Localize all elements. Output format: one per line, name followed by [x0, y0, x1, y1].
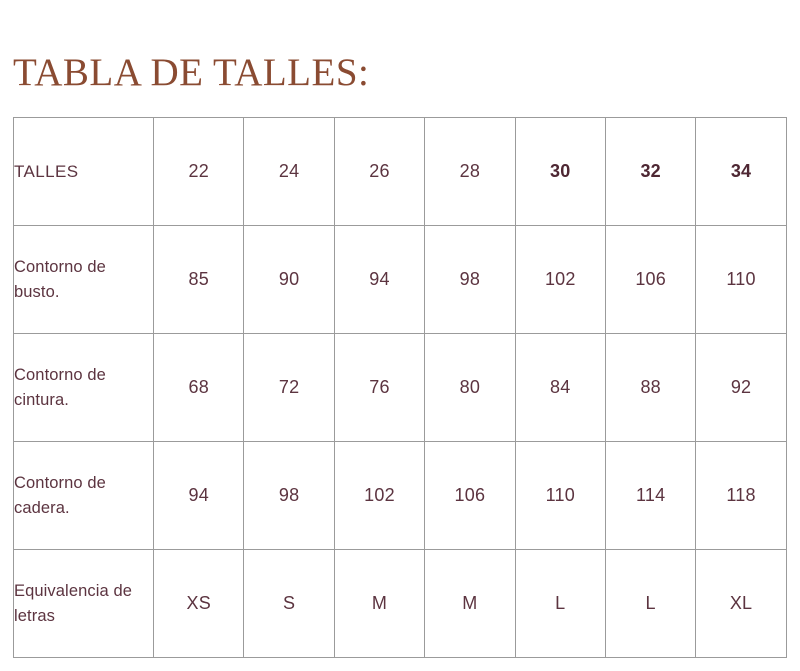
table-cell: 68	[152, 333, 245, 442]
table-row: Contorno de cintura. 68 72 76 80 84 88 92	[13, 333, 787, 442]
row-label: Equivalencia de letras	[13, 549, 154, 658]
table-cell: 34	[695, 117, 787, 226]
size-table-body: TALLES 22 24 26 28 30 32 34 Contorno de busto. 85…	[13, 117, 787, 658]
table-cell: 102	[333, 441, 426, 550]
table-row: Contorno de cadera. 94 98 102 106 110 114 118	[13, 441, 787, 550]
table-cell: 76	[333, 333, 426, 442]
row-label: TALLES	[13, 117, 154, 226]
page-title: TABLA DE TALLES:	[13, 51, 370, 94]
table-cell: 32	[604, 117, 697, 226]
table-row: Equivalencia de letras XS S M M L L XL	[13, 549, 787, 658]
table-cell: L	[514, 549, 606, 658]
table-cell: S	[243, 549, 335, 658]
table-cell: 110	[695, 225, 787, 334]
table-cell: L	[604, 549, 697, 658]
table-cell: 98	[243, 441, 335, 550]
table-cell: M	[333, 549, 426, 658]
table-cell: 80	[424, 333, 516, 442]
table-cell: 92	[695, 333, 787, 442]
table-cell: 26	[333, 117, 426, 226]
table-cell: 90	[243, 225, 335, 334]
table-cell: 85	[152, 225, 245, 334]
table-row: TALLES 22 24 26 28 30 32 34	[13, 117, 787, 226]
table-cell: 28	[424, 117, 516, 226]
table-cell: 24	[243, 117, 335, 226]
row-label: Contorno de cadera.	[13, 441, 154, 550]
table-cell: 30	[514, 117, 606, 226]
size-table: TALLES 22 24 26 28 30 32 34 Contorno de busto. 85…	[13, 117, 787, 658]
table-cell: 22	[152, 117, 245, 226]
row-label: Contorno de cintura.	[13, 333, 154, 442]
table-cell: 106	[424, 441, 516, 550]
table-cell: 106	[604, 225, 697, 334]
table-cell: 84	[514, 333, 606, 442]
table-cell: 102	[514, 225, 606, 334]
table-cell: XL	[695, 549, 787, 658]
table-cell: M	[424, 549, 516, 658]
table-cell: 94	[152, 441, 245, 550]
table-cell: XS	[152, 549, 245, 658]
table-cell: 88	[604, 333, 697, 442]
table-cell: 72	[243, 333, 335, 442]
table-row: Contorno de busto. 85 90 94 98 102 106 110	[13, 225, 787, 334]
table-cell: 94	[333, 225, 426, 334]
table-cell: 114	[604, 441, 697, 550]
table-cell: 110	[514, 441, 606, 550]
table-cell: 98	[424, 225, 516, 334]
table-cell: 118	[695, 441, 787, 550]
row-label: Contorno de busto.	[13, 225, 154, 334]
